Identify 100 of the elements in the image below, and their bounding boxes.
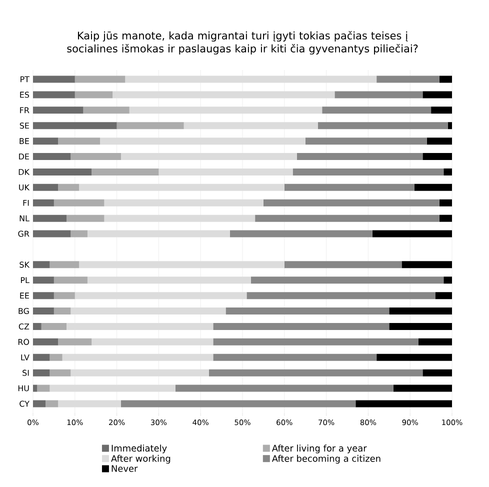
bar	[70, 369, 209, 376]
bar	[184, 122, 318, 130]
bar	[33, 322, 42, 330]
bar	[422, 91, 452, 98]
bar	[284, 261, 402, 268]
bar	[50, 369, 71, 376]
bar	[41, 322, 67, 330]
bar	[33, 122, 117, 130]
bar	[448, 122, 452, 130]
bar	[54, 276, 88, 284]
bar	[213, 322, 390, 330]
bar	[418, 338, 452, 346]
bar	[213, 338, 418, 346]
bar	[213, 354, 377, 361]
bar	[100, 138, 306, 145]
bar	[33, 276, 54, 284]
bar	[376, 76, 440, 83]
bar	[158, 168, 293, 176]
bar	[79, 261, 284, 268]
bar	[66, 322, 214, 330]
bar	[66, 214, 104, 222]
bar	[50, 384, 176, 392]
bar	[120, 400, 356, 408]
bar	[74, 76, 126, 83]
bar	[70, 308, 226, 315]
bar	[33, 106, 84, 114]
bar	[246, 292, 436, 300]
bar	[83, 106, 130, 114]
bar	[33, 91, 75, 98]
bar	[389, 322, 452, 330]
legend-label: After working	[111, 454, 170, 464]
legend-label: After becoming a citizen	[272, 454, 380, 464]
bar	[33, 138, 58, 145]
bar	[104, 199, 264, 206]
bar	[414, 184, 452, 191]
bar	[33, 338, 58, 346]
bar	[112, 91, 335, 98]
bar	[54, 292, 75, 300]
bar	[58, 338, 92, 346]
bar	[389, 308, 452, 315]
bar	[79, 184, 284, 191]
bar	[54, 199, 104, 206]
bar	[402, 261, 452, 268]
bar	[129, 106, 322, 114]
legend-label: After living for a year	[272, 444, 367, 454]
bar	[284, 184, 414, 191]
bar	[305, 138, 427, 145]
bar	[33, 184, 58, 191]
bar	[439, 214, 452, 222]
bar	[33, 214, 67, 222]
bar	[296, 153, 423, 160]
bar	[334, 91, 423, 98]
bar	[50, 354, 62, 361]
bar	[120, 153, 297, 160]
bar	[230, 230, 372, 238]
bar	[426, 138, 452, 145]
bar	[92, 168, 159, 176]
bar	[104, 214, 256, 222]
bar	[33, 230, 71, 238]
bar	[33, 153, 71, 160]
bar	[50, 261, 80, 268]
bar	[175, 384, 394, 392]
bar	[37, 384, 50, 392]
bar	[33, 76, 75, 83]
bar	[226, 308, 390, 315]
bar	[116, 122, 184, 130]
bar	[54, 308, 71, 315]
bar	[444, 276, 452, 284]
bar	[439, 199, 452, 206]
bar	[376, 354, 452, 361]
bar	[431, 106, 452, 114]
bar	[87, 230, 230, 238]
bar	[444, 168, 452, 176]
bar	[33, 400, 46, 408]
bar	[33, 199, 54, 206]
bar	[70, 230, 88, 238]
bar	[208, 369, 423, 376]
bar	[263, 199, 440, 206]
chart-title: Kaip jūs manote, kada migrantai turi įgyti tokias pačias teises į socialines išmokas ir paslaugas kaip ir kiti čia gyvenantys piliečiai?	[67, 31, 418, 54]
bar	[58, 400, 121, 408]
bar	[70, 153, 121, 160]
bar	[422, 369, 452, 376]
bar	[318, 122, 448, 130]
bar	[255, 214, 440, 222]
bar	[62, 354, 214, 361]
bar	[372, 230, 452, 238]
bar	[393, 384, 452, 392]
bar	[250, 276, 444, 284]
bar	[435, 292, 452, 300]
bar	[33, 384, 38, 392]
bar	[422, 153, 452, 160]
bar	[322, 106, 432, 114]
bar	[356, 400, 452, 408]
legend-label: Never	[112, 465, 138, 472]
bar	[292, 168, 444, 176]
bar	[33, 308, 54, 315]
bar	[33, 168, 92, 176]
bar	[33, 292, 54, 300]
bar	[87, 276, 251, 284]
bar	[125, 76, 377, 83]
